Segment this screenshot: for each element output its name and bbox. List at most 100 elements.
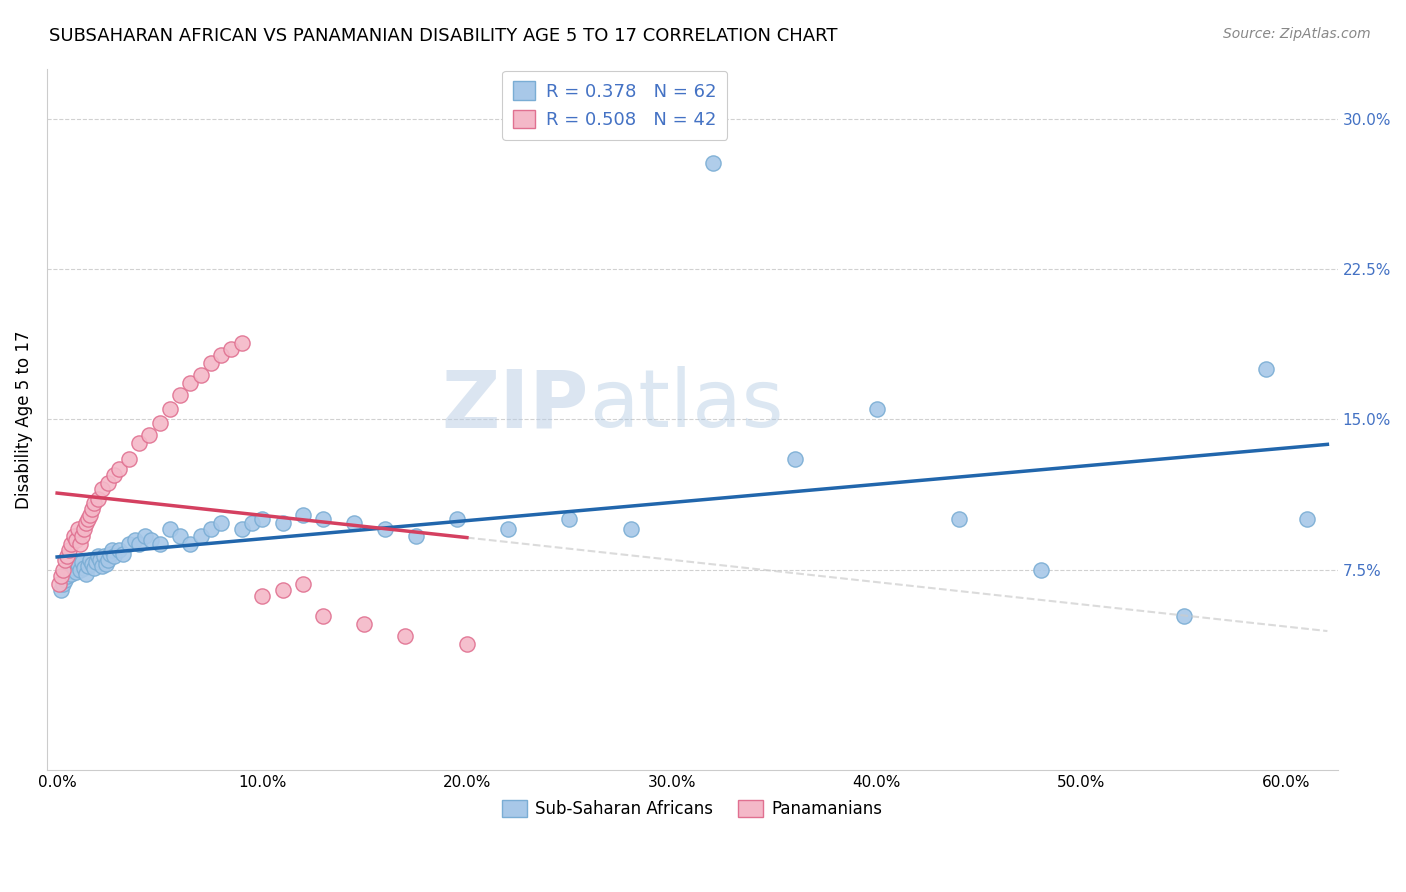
Point — [107, 462, 129, 476]
Point — [101, 542, 124, 557]
Point — [148, 417, 170, 431]
Point — [91, 483, 114, 497]
Point — [866, 402, 889, 417]
Point — [66, 523, 89, 537]
Point — [353, 616, 375, 631]
Point — [128, 436, 150, 450]
Point — [69, 536, 91, 550]
Point — [1029, 563, 1052, 577]
Point — [53, 552, 76, 566]
Point — [159, 523, 181, 537]
Point — [405, 528, 427, 542]
Point — [111, 547, 134, 561]
Point — [250, 589, 273, 603]
Point — [66, 557, 89, 571]
Point — [51, 582, 73, 597]
Point — [118, 536, 141, 550]
Point — [312, 608, 335, 623]
Point — [60, 566, 83, 581]
Point — [620, 523, 643, 537]
Y-axis label: Disability Age 5 to 17: Disability Age 5 to 17 — [15, 330, 32, 508]
Point — [446, 512, 468, 526]
Point — [231, 523, 253, 537]
Point — [48, 576, 70, 591]
Point — [75, 516, 97, 531]
Point — [456, 637, 478, 651]
Point — [209, 516, 232, 531]
Point — [1173, 608, 1195, 623]
Point — [80, 557, 103, 571]
Point — [96, 557, 118, 571]
Point — [56, 549, 79, 563]
Point — [200, 356, 222, 370]
Point — [169, 388, 191, 402]
Point — [231, 336, 253, 351]
Text: ZIP: ZIP — [441, 367, 589, 444]
Point — [76, 558, 98, 573]
Point — [51, 568, 73, 582]
Point — [83, 496, 105, 510]
Point — [1296, 512, 1319, 526]
Point — [200, 523, 222, 537]
Point — [118, 452, 141, 467]
Point — [496, 523, 519, 537]
Point — [148, 536, 170, 550]
Point — [70, 528, 93, 542]
Legend: Sub-Saharan Africans, Panamanians: Sub-Saharan Africans, Panamanians — [495, 793, 889, 825]
Point — [79, 508, 101, 523]
Point — [60, 536, 83, 550]
Point — [65, 533, 87, 547]
Point — [75, 566, 97, 581]
Point — [93, 549, 115, 563]
Point — [271, 516, 294, 531]
Point — [169, 528, 191, 542]
Point — [948, 512, 970, 526]
Point — [159, 402, 181, 417]
Point — [87, 549, 110, 563]
Point — [134, 528, 156, 542]
Point — [271, 582, 294, 597]
Point — [70, 555, 93, 569]
Point — [702, 155, 724, 169]
Text: SUBSAHARAN AFRICAN VS PANAMANIAN DISABILITY AGE 5 TO 17 CORRELATION CHART: SUBSAHARAN AFRICAN VS PANAMANIAN DISABIL… — [49, 27, 838, 45]
Point — [58, 542, 80, 557]
Point — [394, 629, 416, 643]
Point — [103, 468, 125, 483]
Point — [179, 376, 201, 391]
Point — [87, 492, 110, 507]
Point — [343, 516, 366, 531]
Point — [69, 563, 91, 577]
Point — [291, 508, 314, 523]
Point — [291, 576, 314, 591]
Point — [1254, 362, 1277, 376]
Point — [76, 512, 98, 526]
Point — [374, 523, 396, 537]
Point — [73, 560, 96, 574]
Point — [219, 342, 242, 356]
Point — [97, 476, 120, 491]
Point — [240, 516, 263, 531]
Point — [128, 536, 150, 550]
Point — [56, 568, 79, 582]
Point — [312, 512, 335, 526]
Point — [83, 560, 105, 574]
Point — [97, 552, 120, 566]
Point — [79, 552, 101, 566]
Point — [138, 428, 160, 442]
Point — [53, 573, 76, 587]
Point — [103, 549, 125, 563]
Point — [91, 558, 114, 573]
Point — [783, 452, 806, 467]
Point — [107, 542, 129, 557]
Point — [62, 560, 84, 574]
Point — [52, 563, 75, 577]
Point — [179, 536, 201, 550]
Point — [80, 502, 103, 516]
Point — [73, 523, 96, 537]
Point — [52, 576, 75, 591]
Point — [250, 512, 273, 526]
Point — [65, 565, 87, 579]
Point — [190, 368, 212, 383]
Point — [58, 563, 80, 577]
Point — [100, 547, 122, 561]
